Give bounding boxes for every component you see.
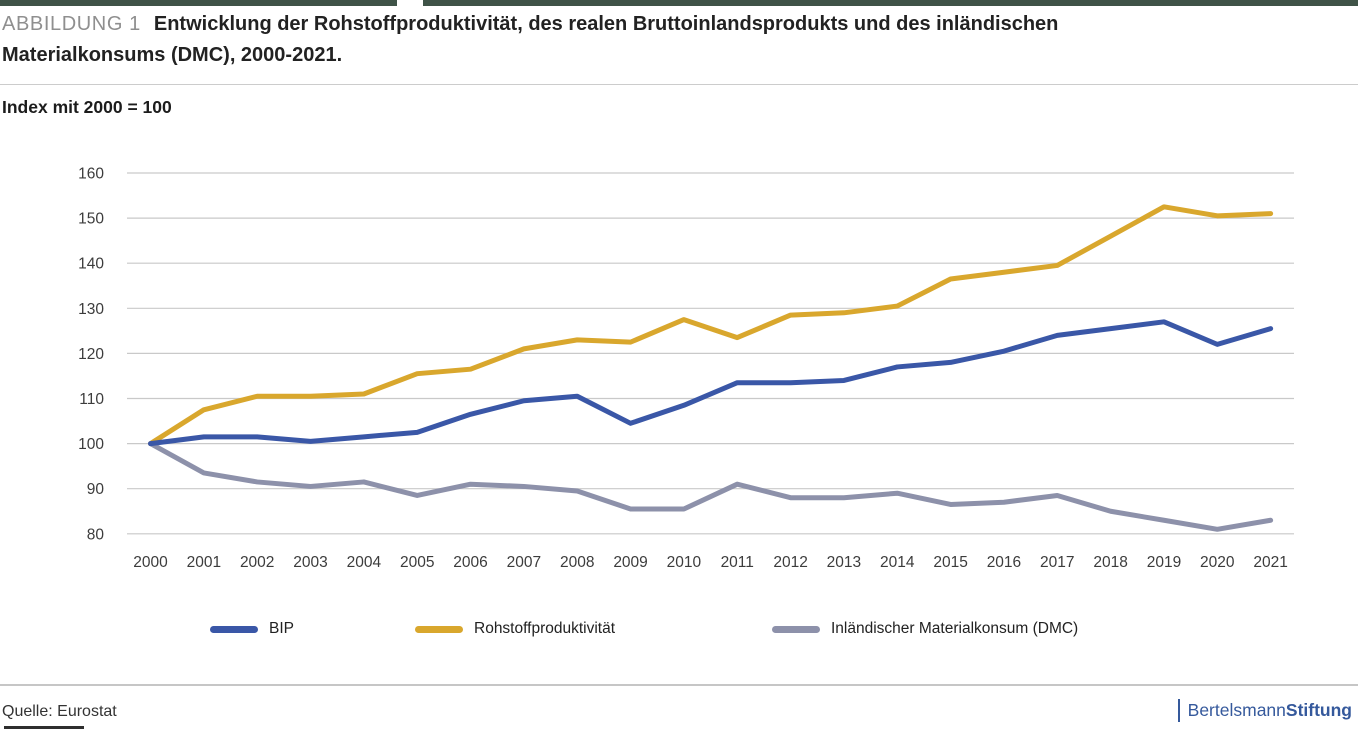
series-line-bip [148, 319, 1274, 447]
y-axis-label: 150 [78, 211, 104, 228]
footer-divider [0, 684, 1358, 686]
logo-text: BertelsmannStiftung [1188, 700, 1352, 721]
logo-text-regular: Bertelsmann [1187, 700, 1286, 720]
x-axis-label: 2014 [880, 554, 915, 571]
x-axis-label: 2000 [133, 554, 168, 571]
x-axis-label: 2016 [987, 554, 1021, 571]
legend-item: BIP [210, 618, 294, 640]
y-axis-label: 130 [78, 301, 104, 318]
legend-label: Inländischer Materialkonsum (DMC) [831, 620, 1079, 637]
figure-title: ABBILDUNG 1 Entwicklung der Rohstoffprodu… [2, 9, 1252, 71]
x-axis-label: 2020 [1200, 554, 1235, 571]
x-axis-label: 2004 [347, 554, 382, 571]
x-axis-label: 2005 [400, 554, 434, 571]
chart-subtitle: Index mit 2000 = 100 [2, 97, 172, 117]
y-axis-label: 100 [78, 436, 104, 453]
x-axis-label: 2007 [507, 554, 541, 571]
x-axis-label: 2019 [1147, 554, 1181, 571]
x-axis-label: 2017 [1040, 554, 1074, 571]
chart-legend: BIP Rohstoffproduktivität Inländischer Mat… [0, 618, 1358, 644]
x-axis-label: 2010 [667, 554, 702, 571]
x-axis-label: 2011 [721, 554, 754, 571]
source-note: Quelle: Eurostat [2, 703, 117, 720]
figure-kicker: ABBILDUNG 1 [2, 13, 141, 35]
legend-swatch-icon [772, 625, 820, 633]
bertelsmann-stiftung-logo: BertelsmannStiftung [1177, 699, 1352, 722]
y-axis-label: 110 [79, 391, 104, 408]
legend-swatch-icon [415, 625, 463, 633]
title-divider [0, 84, 1358, 85]
legend-label: Rohstoffproduktivität [474, 620, 616, 637]
legend-label: BIP [269, 620, 294, 637]
x-axis-label: 2002 [240, 554, 274, 571]
y-axis-label: 120 [78, 346, 104, 363]
x-axis-label: 2003 [293, 554, 327, 571]
x-axis-label: 2018 [1093, 554, 1127, 571]
x-axis-label: 2008 [560, 554, 594, 571]
x-axis-label: 2015 [933, 554, 967, 571]
x-axis-label: 2009 [613, 554, 647, 571]
x-axis-label: 2012 [773, 554, 807, 571]
y-axis-label: 90 [87, 481, 105, 498]
y-axis-label: 160 [78, 166, 104, 183]
figure-title-line2: Materialkonsums (DMC), 2000-2021. [2, 44, 343, 66]
top-accent-bar [0, 0, 1358, 6]
logo-text-bold: Stiftung [1285, 700, 1352, 720]
x-axis-label: 2006 [453, 554, 487, 571]
x-axis-label: 2001 [187, 554, 221, 571]
legend-item: Inländischer Materialkonsum (DMC) [772, 618, 1078, 640]
legend-swatch-icon [210, 625, 258, 633]
y-axis-label: 80 [87, 526, 105, 543]
bottom-edge-fragment [4, 726, 84, 729]
series-line-rohstoffproduktivit-t [148, 204, 1274, 447]
line-chart: 80 90 100 110 120 130 140 150 160 2000 2001 2002 200… [78, 166, 1294, 571]
x-axis-label: 2013 [827, 554, 861, 571]
figure-title-line1: Entwicklung der Rohstoffproduktivität, d… [153, 13, 1059, 35]
top-bar-notch [397, 0, 423, 6]
legend-item: Rohstoffproduktivität [415, 618, 615, 640]
series-line-inl-ndischer-materialkonsum-dmc [148, 441, 1274, 532]
y-axis-label: 140 [78, 256, 104, 273]
logo-bar-icon [1177, 699, 1180, 722]
x-axis-label: 2021 [1253, 554, 1287, 571]
